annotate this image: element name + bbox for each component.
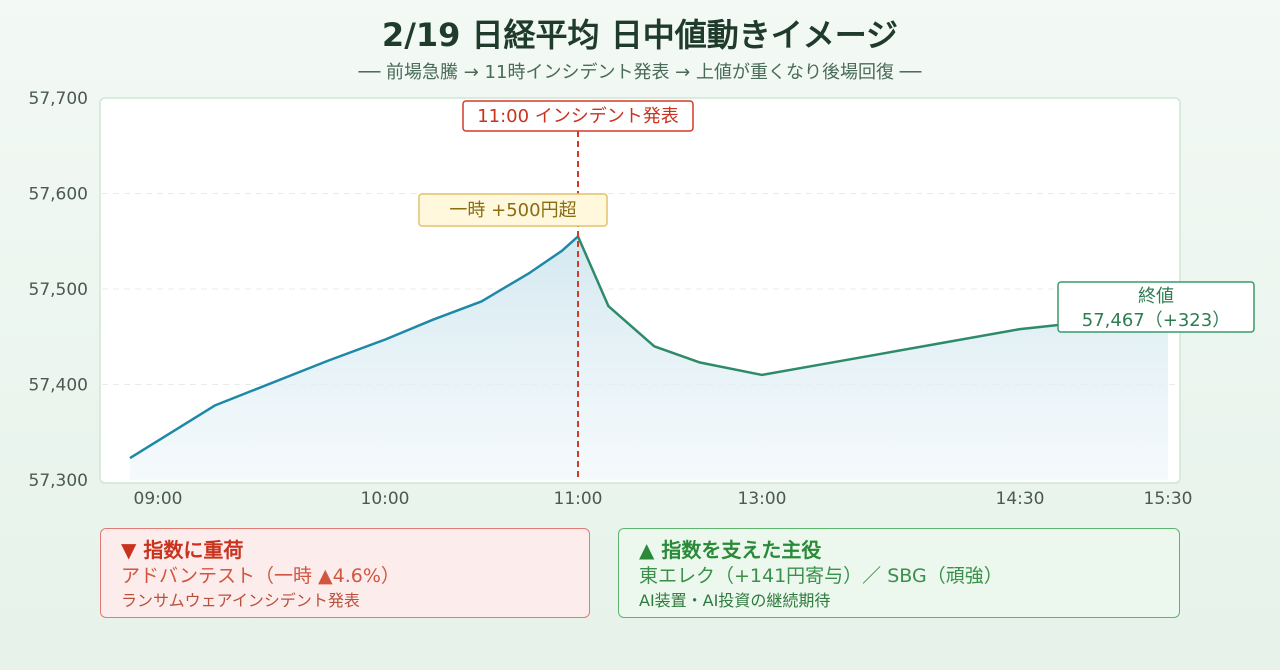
event-label-text: 11:00 インシデント発表 bbox=[477, 106, 679, 127]
close-label-title: 終値 bbox=[1138, 286, 1174, 307]
x-tick-label: 09:00 bbox=[134, 489, 183, 509]
peak-label: 一時 +500円超 bbox=[418, 193, 608, 227]
price-area bbox=[130, 236, 1168, 480]
y-tick-label: 57,300 bbox=[29, 471, 88, 491]
chart-title: 2/19 日経平均 日中値動きイメージ bbox=[381, 16, 899, 54]
x-tick-label: 14:30 bbox=[996, 489, 1045, 509]
positive-factor-card: ▲ 指数を支えた主役 東エレク（+141円寄与）／ SBG（頑強） AI装置・A… bbox=[618, 528, 1180, 618]
y-tick-label: 57,600 bbox=[29, 185, 88, 205]
negative-factor-card: ▼ 指数に重荷 アドバンテスト（一時 ▲4.6%） ランサムウェアインシデント発… bbox=[100, 528, 590, 618]
x-tick-label: 15:30 bbox=[1144, 489, 1193, 509]
positive-card-line1: 東エレク（+141円寄与）／ SBG（頑強） bbox=[639, 565, 1003, 587]
negative-card-title: ▼ 指数に重荷 bbox=[121, 538, 244, 562]
y-tick-label: 57,400 bbox=[29, 376, 88, 396]
positive-card-title: ▲ 指数を支えた主役 bbox=[639, 538, 822, 562]
y-tick-label: 57,700 bbox=[29, 89, 88, 109]
x-tick-label: 13:00 bbox=[738, 489, 787, 509]
peak-label-text: 一時 +500円超 bbox=[449, 200, 576, 221]
negative-card-line1: アドバンテスト（一時 ▲4.6%） bbox=[121, 565, 400, 587]
event-label: 11:00 インシデント発表 bbox=[462, 100, 694, 132]
x-tick-label: 10:00 bbox=[361, 489, 410, 509]
negative-card-line2: ランサムウェアインシデント発表 bbox=[121, 591, 360, 610]
positive-card-line2: AI装置・AI投資の継続期待 bbox=[639, 591, 831, 610]
close-label: 終値 57,467（+323） bbox=[1057, 281, 1255, 333]
afternoon-price-line bbox=[576, 235, 1101, 377]
y-tick-label: 57,500 bbox=[29, 280, 88, 300]
morning-price-line bbox=[129, 235, 579, 460]
x-tick-label: 11:00 bbox=[554, 489, 603, 509]
line-chart: 57,300 57,400 57,500 57,600 57,700 09:00 10:0… bbox=[29, 89, 1255, 509]
close-label-value: 57,467（+323） bbox=[1082, 310, 1230, 331]
chart-subtitle: ── 前場急騰 → 11時インシデント発表 → 上値が重くなり後場回復 ── bbox=[358, 62, 922, 83]
